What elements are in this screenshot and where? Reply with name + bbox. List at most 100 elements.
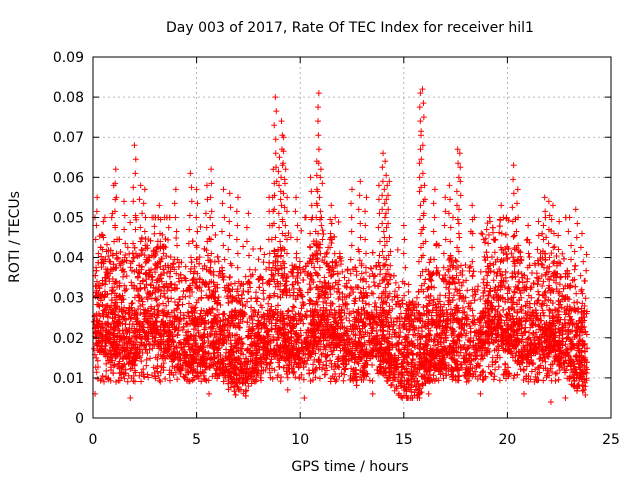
data-point bbox=[148, 274, 155, 281]
data-point bbox=[518, 294, 525, 301]
data-point bbox=[391, 387, 398, 394]
data-point bbox=[206, 286, 213, 293]
data-point bbox=[343, 315, 350, 322]
data-point bbox=[477, 296, 484, 303]
data-point bbox=[248, 295, 255, 302]
data-point bbox=[320, 298, 327, 305]
data-point bbox=[583, 251, 590, 258]
data-point bbox=[556, 301, 563, 308]
data-point bbox=[321, 274, 328, 281]
data-point bbox=[260, 287, 267, 294]
data-point bbox=[298, 227, 305, 234]
data-point bbox=[207, 332, 214, 339]
data-point bbox=[114, 254, 121, 261]
data-point bbox=[460, 279, 467, 286]
data-point bbox=[290, 303, 297, 310]
data-point bbox=[437, 339, 444, 346]
data-point bbox=[151, 230, 158, 237]
data-point bbox=[368, 290, 375, 297]
data-point bbox=[535, 291, 542, 298]
data-point bbox=[490, 277, 497, 284]
data-point bbox=[168, 295, 175, 302]
data-point bbox=[462, 262, 469, 269]
data-point bbox=[391, 352, 398, 359]
data-point bbox=[300, 320, 307, 327]
data-point bbox=[526, 253, 533, 260]
data-point bbox=[488, 254, 495, 261]
data-point bbox=[486, 288, 493, 295]
data-point bbox=[214, 253, 221, 260]
data-point bbox=[394, 246, 401, 253]
data-point bbox=[391, 288, 398, 295]
data-point bbox=[135, 269, 142, 276]
data-point bbox=[556, 281, 563, 288]
data-point bbox=[490, 229, 497, 236]
data-point bbox=[152, 269, 159, 276]
data-point bbox=[484, 220, 491, 227]
data-point bbox=[319, 227, 326, 234]
data-point bbox=[227, 274, 234, 281]
data-point bbox=[470, 312, 477, 319]
data-point bbox=[412, 371, 419, 378]
data-point bbox=[163, 252, 170, 259]
data-point bbox=[256, 284, 263, 291]
data-point bbox=[399, 300, 406, 307]
data-point bbox=[255, 256, 262, 263]
data-point bbox=[312, 269, 319, 276]
data-point bbox=[579, 300, 586, 307]
data-point bbox=[341, 310, 348, 317]
data-point bbox=[321, 253, 328, 260]
data-point bbox=[336, 277, 343, 284]
data-point bbox=[532, 262, 539, 269]
data-point bbox=[161, 294, 168, 301]
data-point bbox=[253, 298, 260, 305]
data-point bbox=[151, 223, 158, 230]
data-point bbox=[190, 276, 197, 283]
data-point bbox=[117, 248, 124, 255]
data-point bbox=[240, 243, 247, 250]
data-point bbox=[358, 270, 365, 277]
data-point bbox=[302, 214, 309, 221]
data-point bbox=[300, 276, 307, 283]
data-point bbox=[581, 277, 588, 284]
data-point bbox=[437, 292, 444, 299]
data-point bbox=[260, 296, 267, 303]
data-point bbox=[395, 284, 402, 291]
data-point bbox=[539, 282, 546, 289]
data-point bbox=[188, 259, 195, 266]
data-point bbox=[260, 259, 267, 266]
data-point bbox=[502, 231, 509, 238]
data-point bbox=[477, 268, 484, 275]
data-point bbox=[129, 250, 136, 257]
data-point bbox=[165, 236, 172, 243]
data-point bbox=[499, 271, 506, 278]
data-point bbox=[582, 295, 589, 302]
data-point bbox=[307, 285, 314, 292]
data-point bbox=[517, 249, 524, 256]
data-point bbox=[370, 290, 377, 297]
data-point bbox=[579, 290, 586, 297]
data-point bbox=[285, 230, 292, 237]
data-point bbox=[242, 303, 249, 310]
data-point bbox=[542, 288, 549, 295]
data-point bbox=[532, 329, 539, 336]
data-point bbox=[387, 382, 394, 389]
data-point bbox=[120, 273, 127, 280]
data-point bbox=[583, 267, 590, 274]
data-point bbox=[232, 307, 239, 314]
data-point bbox=[107, 258, 114, 265]
data-point bbox=[382, 261, 389, 268]
data-point bbox=[445, 268, 452, 275]
data-point bbox=[197, 223, 204, 230]
data-point bbox=[543, 302, 550, 309]
data-point bbox=[455, 352, 462, 359]
data-point bbox=[205, 350, 212, 357]
data-point bbox=[416, 345, 423, 352]
data-point bbox=[466, 264, 473, 271]
data-point bbox=[496, 223, 503, 230]
data-point bbox=[91, 313, 98, 320]
data-point bbox=[242, 273, 249, 280]
scatter-points bbox=[91, 86, 591, 405]
data-point bbox=[322, 285, 329, 292]
